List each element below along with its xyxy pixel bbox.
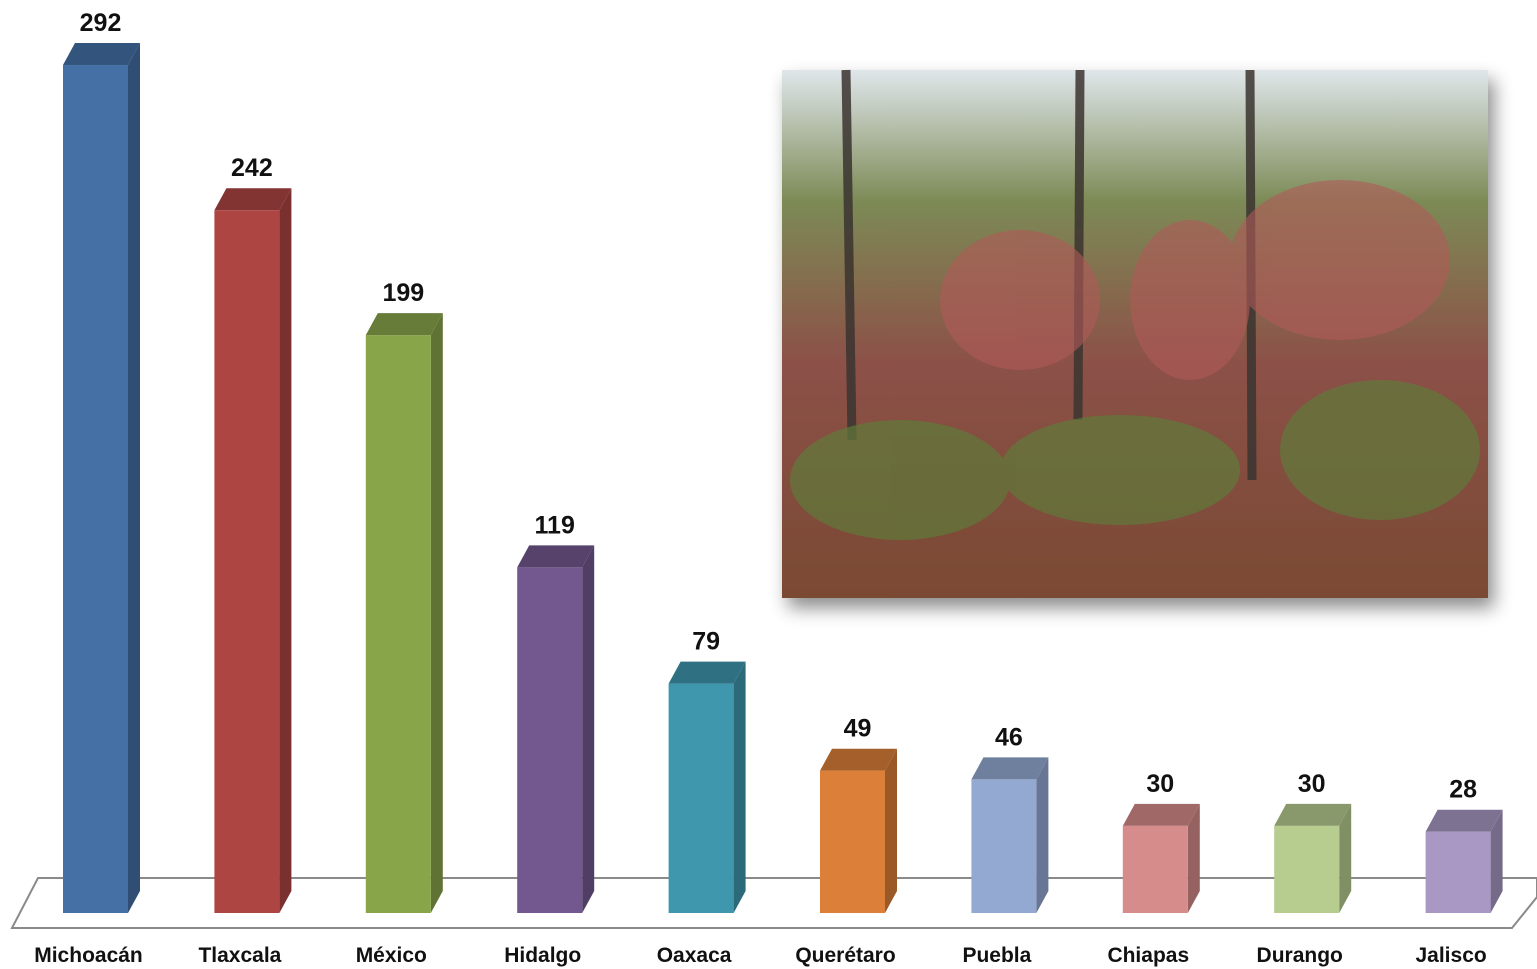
value-label: 199 [382,279,424,307]
bar-side [885,748,897,913]
value-label: 242 [231,154,273,182]
bar-top [820,748,897,771]
bar [1274,825,1340,913]
bar-side [1339,803,1352,913]
bar-side [582,545,595,913]
value-label: 30 [1146,770,1174,798]
bar-top [63,43,140,66]
bar-side [733,661,746,913]
value-label: 119 [535,511,575,539]
bar-side [279,188,292,913]
bar-side [1036,757,1049,913]
bar-side [1490,809,1503,913]
x-tick-label: Tlaxcala [198,944,281,967]
bar-top [214,188,292,211]
x-tick-label: Chiapas [1107,944,1189,967]
bar [668,683,734,913]
bar-top [1425,809,1503,832]
x-tick-label: Querétaro [795,944,895,967]
x-tick-label: México [356,944,427,967]
bar-top [668,661,746,684]
bar [820,770,885,913]
bar [63,65,128,914]
bar-side [128,43,140,914]
x-tick-label: Jalisco [1415,944,1486,967]
bar-side [430,313,443,913]
bar [517,567,583,913]
x-tick-label: Puebla [962,944,1031,967]
bar [971,779,1037,913]
bar [365,335,431,913]
bar-top [365,313,443,336]
bar-top [1122,803,1200,826]
bar-side [1187,803,1200,913]
photo [782,69,1488,598]
value-label: 292 [80,9,122,37]
x-tick-label: Hidalgo [504,944,581,967]
bar-top [1274,803,1352,826]
value-label: 49 [844,715,872,743]
value-label: 30 [1298,770,1326,798]
bar [1425,831,1491,913]
bar-top [971,757,1049,780]
value-label: 28 [1449,776,1477,804]
bar [1122,825,1188,913]
value-label: 46 [995,723,1023,751]
bar-top [517,545,595,568]
x-tick-label: Oaxaca [657,944,732,967]
bar [214,210,280,913]
value-label: 79 [692,628,720,656]
x-tick-label: Durango [1257,944,1343,967]
x-tick-label: Michoacán [34,944,143,967]
